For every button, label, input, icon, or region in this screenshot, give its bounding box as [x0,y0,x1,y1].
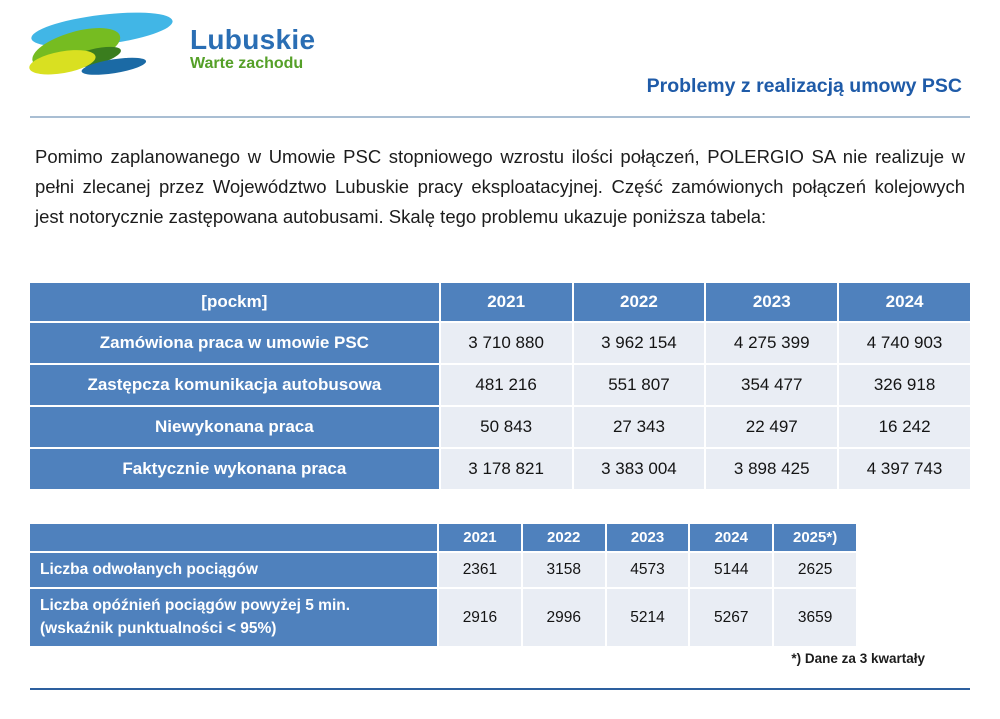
t1-cell: 27 343 [571,405,707,449]
table-row: Liczba opóźnień pociągów powyżej 5 min. … [27,587,858,649]
page-title: Problemy z realizacją umowy PSC [646,75,962,97]
table-row: Zastępcza komunikacja autobusowa 481 216… [28,363,972,407]
table-row: Faktycznie wykonana praca 3 178 821 3 38… [28,447,972,491]
t1-cell: 3 898 425 [704,447,840,491]
logo-subtitle: Warte zachodu [190,54,304,72]
t1-cell: 354 477 [704,363,840,407]
table-row: Liczba odwołanych pociągów 2361 3158 457… [27,550,858,590]
t2-cell: 3659 [772,587,858,649]
t2-row-label: Liczba opóźnień pociągów powyżej 5 min. … [27,587,440,649]
table-header-row: 2021 2022 2023 2024 2025*) [27,522,858,553]
lubuskie-logo-icon [29,12,173,75]
logo-text: Lubuskie Warte zachodu [190,25,315,72]
table-row: Niewykonana praca 50 843 27 343 22 497 1… [28,405,972,449]
t2-cell: 2361 [437,550,523,590]
t2-header-year: 2021 [437,522,523,553]
t2-header-year: 2022 [520,522,607,553]
t2-header-year: 2024 [688,522,775,553]
t1-cell: 16 242 [837,405,972,449]
train-stats-table: 2021 2022 2023 2024 2025*) Liczba odwoła… [27,522,858,649]
t1-cell: 50 843 [438,405,574,449]
t2-cell: 5214 [604,587,691,649]
t1-cell: 4 397 743 [837,447,972,491]
t2-header-empty [27,522,440,553]
t1-header-year: 2024 [837,281,972,323]
t2-header-year: 2023 [604,522,691,553]
t2-cell: 4573 [604,550,691,590]
header-divider [30,116,970,118]
t1-cell: 551 807 [571,363,707,407]
t2-cell: 2996 [520,587,607,649]
t2-cell: 2916 [437,587,523,649]
t2-header-year: 2025*) [772,522,858,553]
t1-cell: 4 275 399 [704,321,840,365]
logo-title: Lubuskie [190,24,316,56]
t1-header-year: 2021 [438,281,574,323]
t1-cell: 22 497 [704,405,840,449]
lubuskie-logo: Lubuskie Warte zachodu [14,4,315,88]
t1-cell: 4 740 903 [837,321,972,365]
t2-cell: 2625 [772,550,858,590]
table-header-row: [pockm] 2021 2022 2023 2024 [28,281,972,323]
t1-cell: 3 710 880 [438,321,574,365]
t1-cell: 3 383 004 [571,447,707,491]
t1-header-year: 2022 [571,281,707,323]
t1-row-label: Zamówiona praca w umowie PSC [28,321,441,365]
t1-row-label: Zastępcza komunikacja autobusowa [28,363,441,407]
footnote: *) Dane za 3 kwartały [791,651,925,666]
t2-row-label: Liczba odwołanych pociągów [27,550,440,590]
t1-header-year: 2023 [704,281,840,323]
t1-row-label: Niewykonana praca [28,405,441,449]
t2-cell: 3158 [520,550,607,590]
t1-row-label: Faktycznie wykonana praca [28,447,441,491]
t1-header-unit: [pockm] [28,281,441,323]
t2-cell: 5267 [688,587,775,649]
t1-cell: 3 962 154 [571,321,707,365]
bottom-divider [30,688,970,690]
t2-cell: 5144 [688,550,775,590]
psc-work-table: [pockm] 2021 2022 2023 2024 Zamówiona pr… [28,281,972,491]
t1-cell: 3 178 821 [438,447,574,491]
t1-cell: 481 216 [438,363,574,407]
t1-cell: 326 918 [837,363,972,407]
table-row: Zamówiona praca w umowie PSC 3 710 880 3… [28,321,972,365]
intro-paragraph: Pomimo zaplanowanego w Umowie PSC stopni… [35,146,965,227]
